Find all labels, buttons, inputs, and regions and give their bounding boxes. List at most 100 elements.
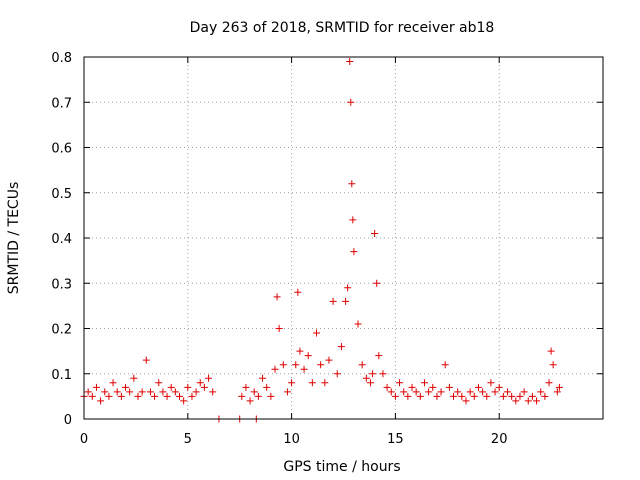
y-tick-label: 0.7 — [51, 96, 72, 111]
data-point — [348, 180, 356, 188]
grid — [84, 57, 603, 419]
data-point — [130, 374, 138, 382]
data-point — [516, 392, 524, 400]
data-point — [545, 379, 553, 387]
data-point — [304, 352, 312, 360]
data-point — [508, 392, 516, 400]
data-point — [142, 356, 150, 364]
data-point — [321, 379, 329, 387]
data-point — [445, 383, 453, 391]
data-point — [429, 383, 437, 391]
data-point — [155, 379, 163, 387]
x-tick-label: 15 — [387, 432, 404, 447]
data-point — [159, 388, 167, 396]
data-point — [294, 288, 302, 296]
data-point — [466, 388, 474, 396]
data-point — [375, 352, 383, 360]
data-point — [273, 293, 281, 301]
data-point — [462, 397, 470, 405]
data-point — [209, 388, 217, 396]
data-point — [97, 397, 105, 405]
data-point — [146, 388, 154, 396]
data-point — [250, 388, 258, 396]
data-point — [117, 392, 125, 400]
data-point — [200, 383, 208, 391]
data-point — [300, 365, 308, 373]
data-point — [458, 392, 466, 400]
data-point — [512, 397, 520, 405]
axis-ticks: 0 5 10 15 20 0 0.1 0.2 0.3 0.4 0.5 0.6 0.7 0.8 — [51, 51, 603, 447]
data-point — [88, 392, 96, 400]
data-point — [84, 388, 92, 396]
data-point — [479, 388, 487, 396]
y-tick-label: 0.8 — [51, 51, 72, 66]
data-point — [192, 388, 200, 396]
data-point — [188, 392, 196, 400]
data-point — [263, 383, 271, 391]
data-point — [373, 279, 381, 287]
data-point — [288, 379, 296, 387]
plot-frame — [83, 56, 604, 420]
y-tick-label: 0.5 — [51, 187, 72, 202]
data-point — [420, 379, 428, 387]
data-point — [528, 392, 536, 400]
data-point — [549, 361, 557, 369]
data-point — [387, 388, 395, 396]
data-point — [416, 392, 424, 400]
data-point — [354, 320, 362, 328]
data-point — [101, 388, 109, 396]
data-point — [433, 392, 441, 400]
data-point — [283, 388, 291, 396]
data-point — [347, 98, 355, 106]
data-point — [369, 370, 377, 378]
y-tick-label: 0.4 — [51, 232, 72, 247]
data-point — [292, 361, 300, 369]
y-axis-label: SRMTID / TECUs — [6, 182, 22, 295]
y-tick-label: 0.2 — [51, 323, 72, 338]
data-point — [362, 374, 370, 382]
data-point — [163, 392, 171, 400]
data-point — [126, 388, 134, 396]
data-point — [537, 388, 545, 396]
data-point — [205, 374, 213, 382]
data-point — [333, 370, 341, 378]
y-tick-label: 0.6 — [51, 142, 72, 157]
x-axis-label: GPS time / hours — [283, 459, 400, 475]
data-point — [533, 397, 541, 405]
data-point — [425, 388, 433, 396]
data-point — [524, 397, 532, 405]
data-point — [342, 297, 350, 305]
data-point — [504, 388, 512, 396]
data-point — [238, 392, 246, 400]
data-point — [454, 388, 462, 396]
data-point — [383, 383, 391, 391]
data-point — [105, 392, 113, 400]
data-point — [275, 325, 283, 332]
data-point — [346, 58, 354, 66]
data-point — [313, 329, 321, 337]
data-point — [308, 379, 316, 387]
data-point — [184, 383, 192, 391]
data-point — [555, 383, 563, 391]
data-point — [122, 383, 130, 391]
data-point — [180, 397, 188, 405]
data-point — [317, 361, 325, 369]
data-point — [259, 374, 267, 382]
data-point — [109, 379, 117, 387]
data-point — [279, 361, 287, 369]
data-point — [495, 383, 503, 391]
data-point — [271, 365, 279, 373]
data-point — [553, 388, 561, 396]
data-point — [138, 388, 146, 396]
x-tick-label: 10 — [283, 432, 300, 447]
data-point — [499, 392, 507, 400]
data-point — [547, 347, 555, 355]
data-point — [487, 379, 495, 387]
data-point — [483, 392, 491, 400]
data-point — [412, 388, 420, 396]
data-point — [371, 229, 379, 237]
data-point — [325, 356, 333, 364]
data-point — [246, 397, 254, 405]
data-point — [167, 383, 175, 391]
